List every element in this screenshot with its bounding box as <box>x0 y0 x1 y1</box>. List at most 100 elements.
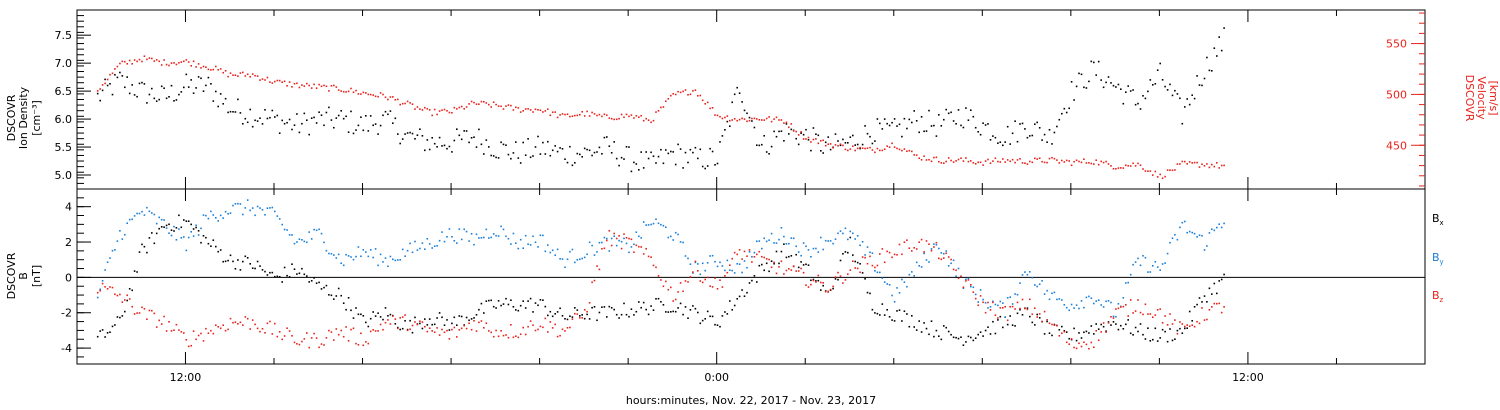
density-point <box>1137 102 1139 105</box>
density-point <box>1031 134 1034 137</box>
bx-point <box>114 324 116 326</box>
bx-point <box>251 267 254 269</box>
density-point <box>308 133 310 136</box>
density-point <box>645 151 647 153</box>
bx-point <box>640 306 642 309</box>
bx-point <box>229 254 232 257</box>
bx-point <box>756 281 758 283</box>
bz-point <box>1036 316 1038 318</box>
by-point <box>264 214 266 216</box>
by-point <box>901 278 903 281</box>
bx-point <box>143 245 146 248</box>
density-point <box>345 115 347 118</box>
velocity-point <box>642 119 645 122</box>
bz-point <box>933 246 935 248</box>
by-point <box>820 236 822 239</box>
legend-by: By <box>1432 251 1444 266</box>
by-point <box>394 259 397 262</box>
bz-point <box>131 305 133 308</box>
density-point <box>202 90 205 92</box>
density-point <box>1166 89 1169 91</box>
bz-point <box>677 291 679 293</box>
bx-point <box>743 295 746 297</box>
bz-point <box>780 260 783 263</box>
bz-point <box>222 324 224 326</box>
bx-point <box>694 307 697 310</box>
by-point <box>360 255 362 258</box>
by-point <box>834 238 837 240</box>
bz-point <box>620 247 623 250</box>
velocity-point <box>291 86 293 88</box>
by-point <box>994 303 997 306</box>
velocity-point <box>842 144 844 147</box>
velocity-point <box>610 117 613 120</box>
density-point <box>783 140 785 142</box>
velocity-point <box>1159 173 1161 176</box>
bx-point <box>310 280 313 282</box>
bz-point <box>244 316 247 318</box>
velocity-point <box>620 113 623 116</box>
bx-point <box>642 301 645 304</box>
by-point <box>989 306 992 308</box>
by-point <box>1134 261 1137 263</box>
density-point <box>542 141 544 144</box>
velocity-point <box>490 106 492 108</box>
by-point <box>1002 302 1004 304</box>
bx-point <box>1129 332 1132 335</box>
velocity-point <box>104 82 106 85</box>
velocity-point <box>1156 176 1159 178</box>
velocity-point <box>141 60 143 63</box>
by-point <box>891 294 893 297</box>
density-point <box>746 112 748 115</box>
bz-point <box>982 301 984 304</box>
bx-point <box>510 299 512 301</box>
bx-point <box>421 327 424 330</box>
density-point <box>271 109 274 112</box>
bx-point <box>1203 295 1206 297</box>
by-point <box>281 223 283 226</box>
density-point <box>323 124 325 127</box>
velocity-point <box>1203 165 1206 167</box>
bx-point <box>345 308 347 311</box>
velocity-point <box>913 154 915 156</box>
bx-point <box>815 280 817 282</box>
density-point <box>1159 62 1161 65</box>
bx-point <box>104 336 106 338</box>
density-point <box>463 130 465 132</box>
by-point <box>719 261 721 264</box>
density-point <box>1164 85 1166 88</box>
bz-point <box>866 262 869 265</box>
bz-point <box>790 269 793 271</box>
density-point <box>406 132 409 134</box>
by-point <box>1024 271 1026 273</box>
bz-point <box>355 342 357 345</box>
bx-point <box>288 276 291 278</box>
velocity-point <box>1120 167 1122 169</box>
bx-point <box>706 310 709 313</box>
velocity-point <box>967 160 970 163</box>
by-point <box>1115 315 1117 318</box>
bz-point <box>1090 341 1093 344</box>
velocity-point <box>333 84 335 87</box>
velocity-point <box>212 68 215 71</box>
velocity-point <box>984 160 987 162</box>
by-point <box>913 275 915 277</box>
density-point <box>874 140 876 142</box>
velocity-point <box>1009 160 1011 163</box>
by-point <box>136 212 138 215</box>
velocity-point <box>918 157 920 159</box>
velocity-point <box>1078 160 1080 163</box>
density-point <box>588 149 591 152</box>
bx-point <box>571 316 574 318</box>
density-point <box>751 120 753 122</box>
bx-point <box>1206 301 1208 303</box>
density-point <box>765 151 768 153</box>
by-point <box>1164 262 1166 264</box>
velocity-point <box>512 109 515 111</box>
by-point <box>670 235 672 238</box>
velocity-point <box>234 74 237 76</box>
by-point <box>532 235 534 238</box>
by-point <box>185 249 188 252</box>
density-point <box>278 132 281 134</box>
by-point <box>1196 236 1198 238</box>
